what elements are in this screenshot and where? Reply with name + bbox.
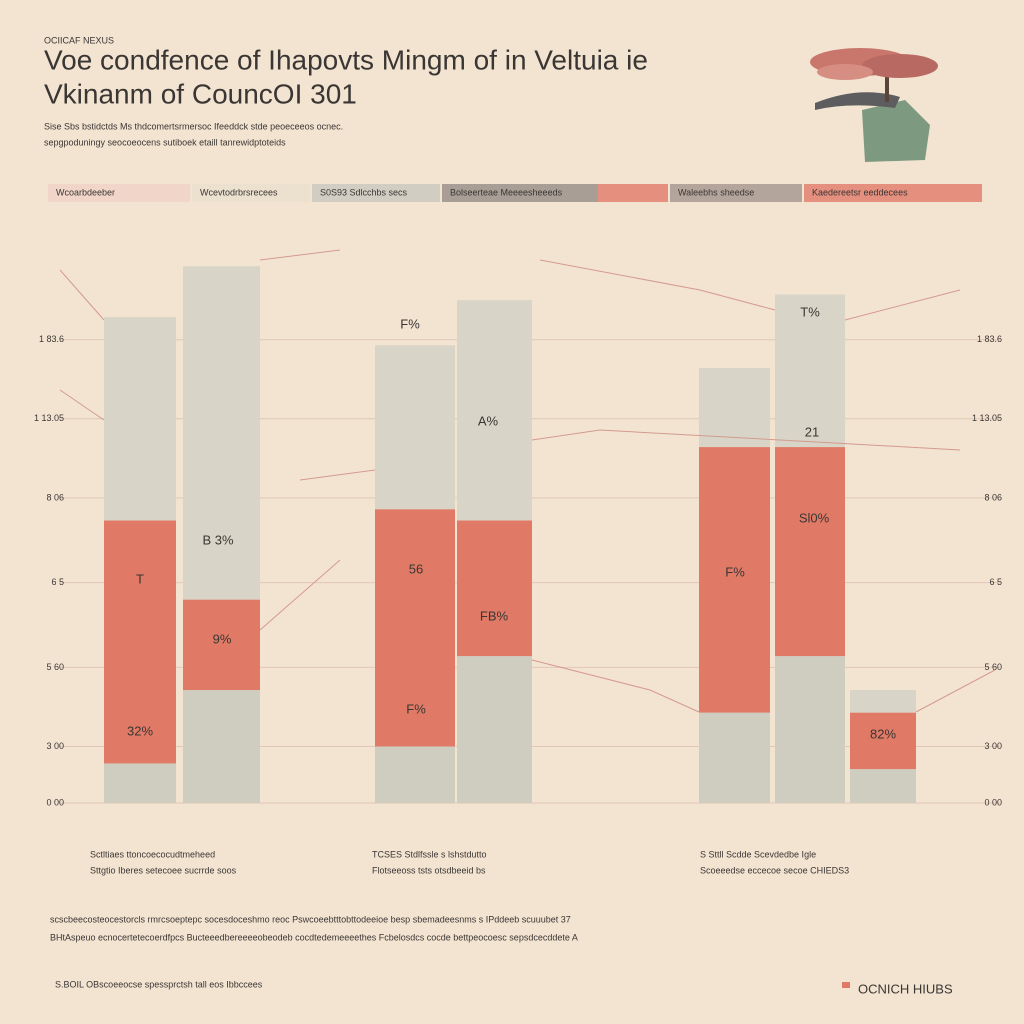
bar-segment: [183, 266, 260, 600]
bar-segment: [104, 763, 176, 803]
bar-segment: [775, 656, 845, 803]
group-caption: Sctltiaes ttoncoecocudtmeheed: [90, 849, 215, 859]
tree-illustration: [810, 48, 938, 162]
y-tick-label: 6 5: [989, 577, 1002, 587]
annotation: T%: [800, 304, 820, 319]
bar-segment: [699, 367, 770, 448]
legend-label: Bolseerteae Meeeesheeeds: [450, 187, 563, 197]
y-tick-label: 1 83.6: [977, 334, 1002, 344]
annotation: 82%: [870, 726, 896, 741]
bar-segment: [775, 447, 845, 657]
legend-swatch: [442, 184, 598, 202]
y-tick-label: 8 06: [46, 492, 64, 502]
bar-segment: [183, 599, 260, 690]
annotation: F%: [400, 316, 420, 331]
legend-label: Wcevtodrbrsrecees: [200, 187, 278, 197]
legend-label: Waleebhs sheedse: [678, 187, 754, 197]
legend: Wcoarbdeeber Wcevtodrbrsrecees S0S93 Sdlcc…: [48, 184, 982, 202]
bar-segment: [457, 300, 532, 521]
legend-swatch: [804, 184, 982, 202]
legend-label: Wcoarbdeeber: [56, 187, 115, 197]
legend-swatch: [598, 184, 668, 202]
bar-segment: [457, 520, 532, 657]
annotation: Sl0%: [799, 510, 830, 525]
group-caption: Scoeeedse eccecoe secoe CHIEDS3: [700, 865, 849, 875]
bar-segment: [104, 317, 176, 521]
y-tick-label: 3 00: [46, 741, 64, 751]
description: Sise Sbs bstidctds Ms thdcomertsrmersoc …: [44, 121, 343, 131]
annotation: 21: [805, 424, 819, 439]
legend-label: Kaedereetsr eeddecees: [812, 187, 908, 197]
y-tick-label: 1 13.05: [972, 413, 1002, 423]
bar-segment: [850, 769, 916, 803]
bar-segment: [183, 690, 260, 803]
legend-swatch: [192, 184, 310, 202]
source: S.BOIL OBscoeeocse spessprctsh tall eos …: [55, 979, 263, 989]
bar-segment: [775, 294, 845, 448]
legend-swatch: [670, 184, 802, 202]
y-tick-label: 5 60: [984, 662, 1002, 672]
y-tick-label: 5 60: [46, 662, 64, 672]
brand-mark: [842, 982, 850, 988]
annotation: F%: [725, 564, 745, 579]
kicker: OCIICAF NEXUS: [44, 35, 114, 45]
legend-swatch: [48, 184, 190, 202]
annotation: 9%: [213, 631, 232, 646]
annotation: FB%: [480, 608, 509, 623]
annotation: A%: [478, 413, 499, 428]
footnote: scscbeecosteocestorcls rmrcsoeptepc soce…: [50, 914, 571, 924]
bar-segment: [104, 520, 176, 764]
group-caption: TCSES Stdlfssle s lshstdutto: [372, 849, 487, 859]
y-tick-label: 1 13.05: [34, 413, 64, 423]
bar-segment: [850, 712, 916, 770]
annotation: T: [136, 571, 144, 586]
bar-segment: [457, 656, 532, 803]
connector-lines: [59, 249, 996, 713]
footnote: BHtAspeuo ecnocertetecoerdfpcs Bucteeedb…: [50, 932, 578, 942]
annotation: F%: [406, 701, 426, 716]
group-caption: Sttgtio Iberes setecoee sucrrde soos: [90, 865, 237, 875]
plot-area: 0 00 0 00 3 00 3 00 5 60 5 60 6 5 6 5 8 06 8 06 1 …: [34, 266, 1002, 807]
brand: OCNICH HIUBS: [858, 981, 953, 996]
y-tick-label: 0 00: [984, 797, 1002, 807]
legend-label: S0S93 Sdlcchbs secs: [320, 187, 408, 197]
bar-segment: [850, 690, 916, 713]
annotation: 32%: [127, 723, 153, 738]
group-caption: S Sttll Scdde Scevdedbe Igle: [700, 849, 816, 859]
legend-swatch: [312, 184, 440, 202]
bar-segment: [375, 345, 455, 510]
bar-segment: [699, 712, 770, 803]
y-tick-label: 0 00: [46, 797, 64, 807]
bar-segment: [375, 509, 455, 747]
group-caption: Flotseeoss tsts otsdbeeid bs: [372, 865, 486, 875]
bar-segment: [375, 746, 455, 803]
y-tick-label: 6 5: [51, 577, 64, 587]
y-tick-label: 3 00: [984, 741, 1002, 751]
chart-title: Voe condfence of Ihapovts Mingm of in Ve…: [44, 44, 648, 75]
y-tick-label: 8 06: [984, 492, 1002, 502]
annotation: B 3%: [202, 532, 234, 547]
annotation: 56: [409, 561, 423, 576]
y-tick-label: 1 83.6: [39, 334, 64, 344]
description: sepgpoduningy seocoeocens sutiboek etail…: [44, 137, 286, 147]
bar-segment: [699, 447, 770, 713]
chart-subtitle: Vkinanm of CouncOI 301: [44, 78, 357, 109]
